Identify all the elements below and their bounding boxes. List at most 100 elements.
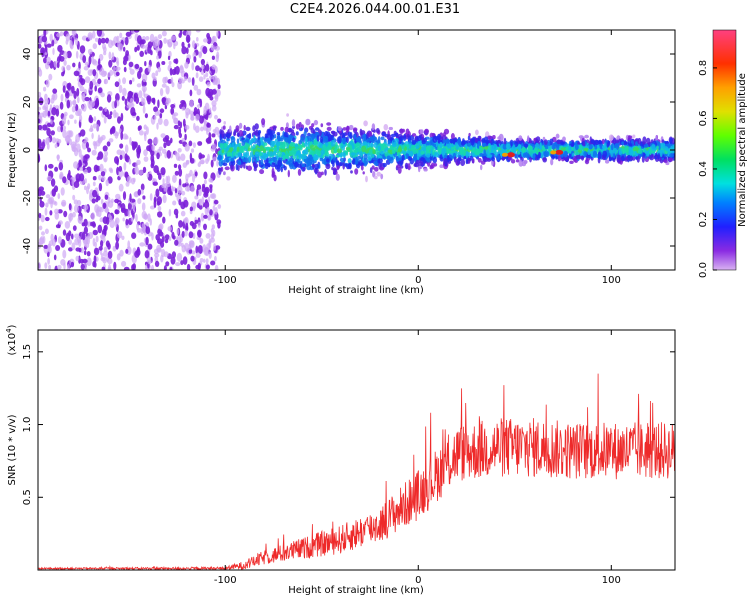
spectrogram-noise-dot xyxy=(137,70,142,80)
spectrogram-noise-dot xyxy=(166,150,171,159)
spectrogram-noise-dot xyxy=(68,239,72,245)
spectrogram-noise-dot xyxy=(107,250,113,259)
spectrogram-signal-dot xyxy=(347,162,352,169)
spectrogram-noise-dot xyxy=(114,132,119,139)
spectrogram-signal-dot xyxy=(218,159,223,167)
spectrogram-signal-dot xyxy=(303,155,307,160)
spectrogram-signal-dot xyxy=(363,120,368,127)
spectrogram-ticks: -100 0 100 -40 -20 0 20 40 xyxy=(22,30,675,286)
spectrogram-signal-dot xyxy=(425,141,430,146)
spectrogram-signal-dot xyxy=(485,139,490,144)
spectrogram-signal-dot xyxy=(410,144,416,152)
spectrogram-signal-dot xyxy=(560,147,566,151)
spectrogram-signal-dot xyxy=(276,164,281,170)
spectrogram-signal-dot xyxy=(354,146,357,153)
spectrogram-peak-halo xyxy=(550,150,557,155)
spectrogram-noise-dot xyxy=(145,236,149,246)
spectrogram-noise-dot xyxy=(43,86,47,92)
spectrogram-noise-dot xyxy=(159,241,165,248)
snr-marks xyxy=(38,373,675,570)
spectrogram-noise-dot xyxy=(156,55,160,60)
spectrogram-noise-dot xyxy=(173,208,179,216)
spectrogram-signal-dot xyxy=(651,144,656,151)
spectrogram-signal-dot xyxy=(612,147,618,154)
spectrogram-signal-dot xyxy=(299,160,303,164)
spectrogram-signal-dot xyxy=(311,163,315,168)
snr-ytick-label: 0.5 xyxy=(22,489,33,505)
spectrogram-signal-dot xyxy=(324,149,328,155)
spectrogram-signal-dot xyxy=(488,154,492,158)
spectrogram-noise-dot xyxy=(73,181,80,188)
spectrogram-noise-dot xyxy=(194,171,198,177)
spectrogram-signal-dot xyxy=(407,162,411,171)
spectrogram-noise-dot xyxy=(73,70,80,77)
spectrogram-noise-dot xyxy=(211,100,217,107)
spectrogram-signal-dot xyxy=(477,157,482,163)
spectrogram-noise-dot xyxy=(189,157,195,164)
spectrogram-noise-dot xyxy=(186,263,191,270)
spectrogram-noise-dot xyxy=(113,65,116,75)
spectrogram-noise-dot xyxy=(165,261,170,267)
spectrogram-noise-dot xyxy=(115,93,120,102)
spectrogram-signal-dot xyxy=(398,138,402,144)
spectrogram-signal-dot xyxy=(574,151,580,156)
spectrogram-signal-dot xyxy=(320,149,325,155)
spectrogram-signal-dot xyxy=(222,125,226,130)
spectrogram-noise-dot xyxy=(158,231,164,237)
spectrogram-noise-dot xyxy=(179,64,184,71)
spectrogram-noise-dot xyxy=(125,31,132,37)
spectrogram-noise-dot xyxy=(132,202,135,212)
spectrogram-signal-dot xyxy=(233,156,237,160)
spectrogram-noise-dot xyxy=(191,77,195,86)
spectrogram-noise-dot xyxy=(118,183,124,192)
spectrogram-noise-dot xyxy=(205,87,211,97)
spectrogram-signal-dot xyxy=(281,141,286,147)
spectrogram-noise-dot xyxy=(190,250,196,255)
spectrogram-signal-dot xyxy=(316,134,320,142)
spectrogram-noise-dot xyxy=(149,193,153,201)
spectrogram-signal-dot xyxy=(453,156,457,163)
spectrogram-noise-dot xyxy=(201,64,205,70)
spectrogram-noise-dot xyxy=(109,111,113,116)
spectrogram-noise-dot xyxy=(69,138,73,146)
spectrogram-signal-dot xyxy=(599,144,603,149)
colorbar: 0.0 0.2 0.4 0.6 0.8 Normalized spectral ampl… xyxy=(698,29,748,278)
spectrogram-noise-dot xyxy=(200,126,204,132)
spectrogram-noise-dot xyxy=(154,111,160,116)
spectrogram-noise-dot xyxy=(54,143,58,149)
spectrogram-noise-dot xyxy=(98,174,102,181)
spectrogram-signal-dot xyxy=(460,158,466,167)
spectrogram-signal-dot xyxy=(221,149,225,154)
spectrogram-signal-dot xyxy=(223,121,226,125)
spectrogram-signal-dot xyxy=(557,154,562,162)
spectrogram-noise-dot xyxy=(141,97,144,105)
spectrogram-noise-dot xyxy=(131,77,135,82)
spectrogram-noise-dot xyxy=(74,238,80,246)
spectrogram-noise-dot xyxy=(97,87,103,94)
spectrogram-noise-dot xyxy=(41,35,48,43)
spectrogram-noise-dot xyxy=(62,176,67,184)
spectrogram-signal-dot xyxy=(267,163,271,168)
spectrogram-noise-dot xyxy=(82,165,86,171)
spectrogram-noise-dot xyxy=(114,156,119,164)
spectrogram-signal-dot xyxy=(449,143,455,148)
spectrogram-signal-dot xyxy=(550,158,554,166)
spectrogram-signal-dot xyxy=(242,158,248,163)
spectrogram-noise-dot xyxy=(53,254,57,261)
spectrogram-noise-dot xyxy=(93,141,98,150)
spectrogram-noise-dot xyxy=(65,91,70,99)
spectrogram-noise-dot xyxy=(66,64,71,71)
spectrogram-noise-dot xyxy=(49,104,53,111)
spectrogram-signal-dot xyxy=(248,155,252,163)
spectrogram-noise-dot xyxy=(87,232,94,239)
spectrogram-noise-dot xyxy=(123,162,127,171)
spectrogram-signal-dot xyxy=(396,156,399,163)
spectrogram-signal-dot xyxy=(517,151,521,155)
spectrogram-signal-dot xyxy=(373,175,378,180)
spectrogram-noise-dot xyxy=(213,243,217,251)
spectrogram-ytick-label: -40 xyxy=(22,238,33,254)
spectrogram-signal-dot xyxy=(319,157,324,162)
spectrogram-signal-dot xyxy=(311,123,315,128)
spectrogram-noise-dot xyxy=(180,242,184,248)
spectrogram-noise-dot xyxy=(134,250,140,258)
